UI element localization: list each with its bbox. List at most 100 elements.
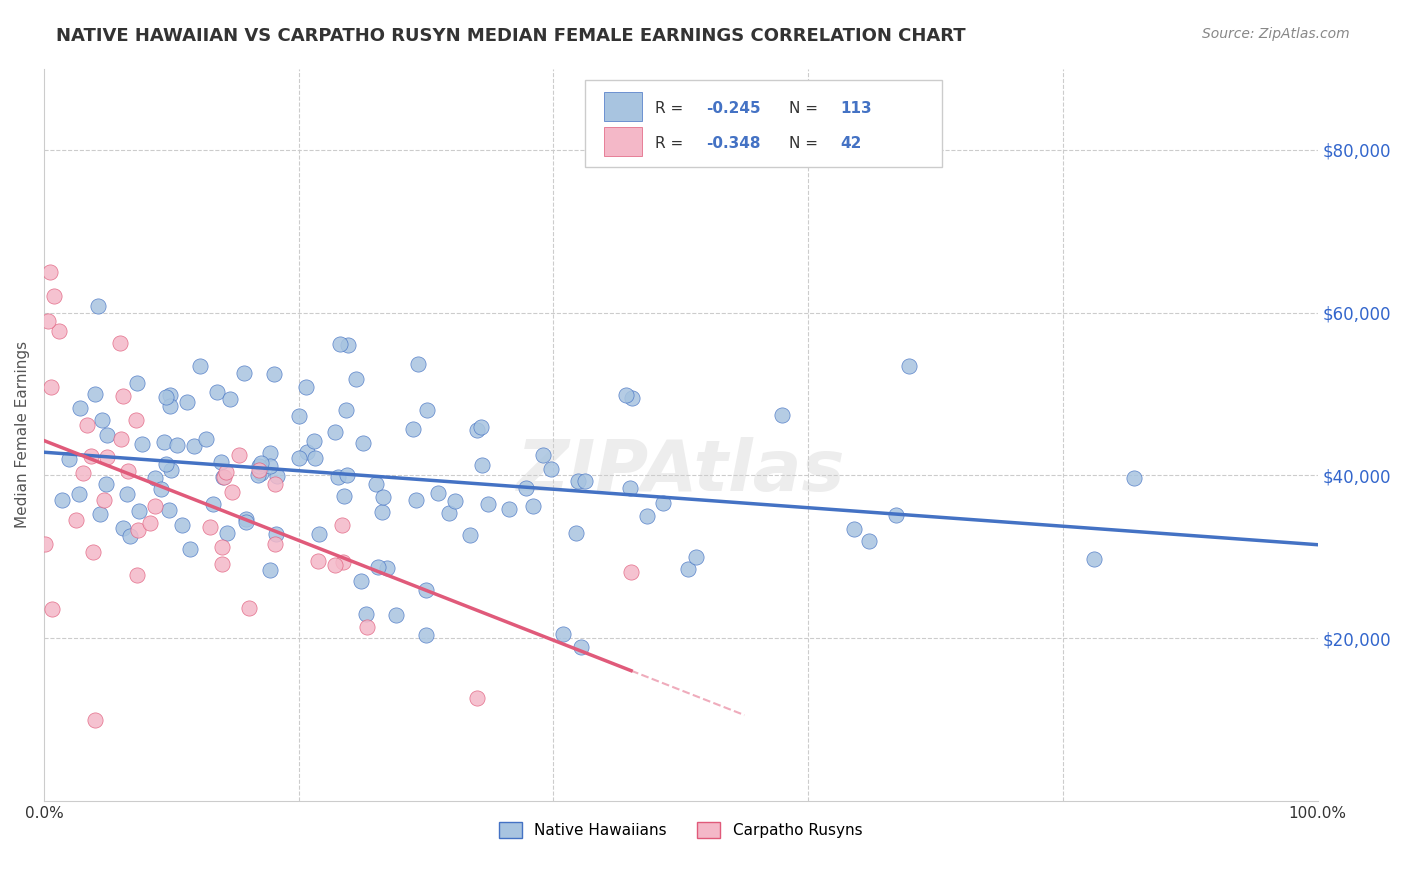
Point: [620, 565, 643, 579]
Point: [209, 455, 232, 469]
Point: [465, 690, 488, 705]
Point: [323, 558, 346, 572]
Bar: [605, 127, 643, 156]
Point: [515, 481, 537, 495]
Text: NATIVE HAWAIIAN VS CARPATHO RUSYN MEDIAN FEMALE EARNINGS CORRELATION CHART: NATIVE HAWAIIAN VS CARPATHO RUSYN MEDIAN…: [56, 27, 966, 45]
Point: [152, 435, 174, 450]
Point: [259, 459, 281, 474]
Point: [228, 448, 250, 462]
Point: [477, 497, 499, 511]
Point: [332, 489, 354, 503]
Point: [159, 387, 181, 401]
Point: [685, 549, 707, 564]
Text: N =: N =: [789, 102, 823, 116]
Point: [247, 463, 270, 477]
Point: [415, 582, 437, 597]
Point: [264, 526, 287, 541]
Legend: Native Hawaiians, Carpatho Rusyns: Native Hawaiians, Carpatho Rusyns: [494, 816, 869, 845]
Point: [93, 493, 115, 508]
Point: [233, 366, 256, 380]
Point: [127, 523, 149, 537]
Point: [160, 463, 183, 477]
Point: [211, 540, 233, 554]
Point: [329, 337, 352, 351]
Point: [619, 481, 641, 495]
Point: [172, 517, 194, 532]
Point: [69, 401, 91, 415]
Point: [263, 537, 285, 551]
Point: [125, 376, 148, 391]
FancyBboxPatch shape: [585, 79, 942, 168]
Point: [569, 640, 592, 654]
Point: [522, 499, 544, 513]
Point: [51, 493, 73, 508]
Point: [367, 560, 389, 574]
Point: [89, 507, 111, 521]
Point: [352, 436, 374, 450]
Point: [897, 359, 920, 373]
Point: [565, 525, 588, 540]
Point: [574, 475, 596, 489]
Point: [1083, 552, 1105, 566]
Point: [219, 392, 242, 407]
Point: [259, 563, 281, 577]
Point: [467, 423, 489, 437]
Point: [41, 602, 63, 616]
Point: [150, 482, 173, 496]
Point: [458, 527, 481, 541]
Point: [215, 525, 238, 540]
Point: [96, 428, 118, 442]
Point: [308, 526, 330, 541]
Point: [406, 357, 429, 371]
Point: [42, 289, 65, 303]
Point: [211, 557, 233, 571]
Point: [444, 493, 467, 508]
Point: [401, 422, 423, 436]
Point: [87, 300, 110, 314]
Point: [221, 484, 243, 499]
Text: Source: ZipAtlas.com: Source: ZipAtlas.com: [1202, 27, 1350, 41]
Y-axis label: Median Female Earnings: Median Female Earnings: [15, 341, 30, 528]
Point: [336, 468, 359, 483]
Point: [65, 513, 87, 527]
Point: [82, 545, 104, 559]
Point: [770, 409, 793, 423]
Point: [858, 533, 880, 548]
Point: [76, 418, 98, 433]
Point: [143, 471, 166, 485]
Point: [125, 413, 148, 427]
Point: [202, 497, 225, 511]
Point: [96, 477, 118, 491]
Point: [112, 521, 135, 535]
Point: [80, 449, 103, 463]
Point: [72, 467, 94, 481]
Point: [385, 608, 408, 623]
Point: [108, 335, 131, 350]
Point: [375, 561, 398, 575]
Point: [884, 508, 907, 522]
Point: [294, 380, 316, 394]
Point: [332, 555, 354, 569]
Point: [567, 474, 589, 488]
Point: [405, 492, 427, 507]
Bar: [605, 92, 643, 121]
Point: [39, 379, 62, 393]
Point: [247, 459, 270, 474]
Text: 42: 42: [839, 136, 862, 151]
Point: [117, 464, 139, 478]
Point: [214, 470, 236, 484]
Point: [96, 450, 118, 464]
Point: [439, 506, 461, 520]
Point: [259, 445, 281, 459]
Point: [58, 452, 80, 467]
Point: [426, 486, 449, 500]
Point: [297, 445, 319, 459]
Text: R =: R =: [655, 136, 689, 151]
Point: [356, 620, 378, 634]
Point: [249, 456, 271, 470]
Point: [621, 391, 644, 405]
Point: [176, 394, 198, 409]
Point: [415, 402, 437, 417]
Point: [90, 413, 112, 427]
Point: [235, 512, 257, 526]
